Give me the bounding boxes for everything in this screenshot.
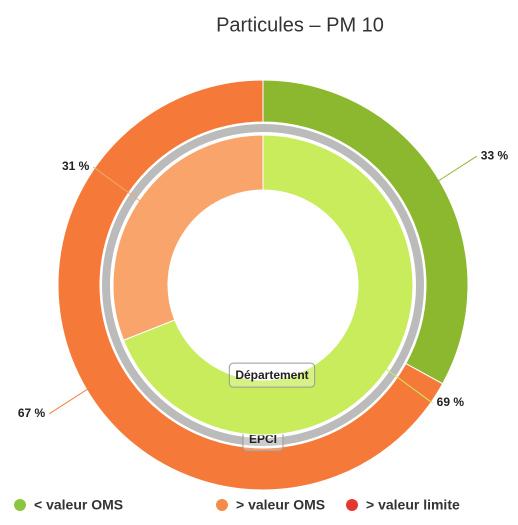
legend-label: > valeur limite xyxy=(366,497,460,513)
legend-label: > valeur OMS xyxy=(236,497,325,513)
legend-label: < valeur OMS xyxy=(34,497,123,513)
ring-separator xyxy=(102,124,424,446)
ring-label: EPCI xyxy=(249,432,277,446)
chart-title: Particules – PM 10 xyxy=(216,14,384,36)
legend-marker xyxy=(216,499,228,511)
ring-label: Département xyxy=(235,368,308,382)
data-label: 69 % xyxy=(437,395,465,409)
donut-slice xyxy=(57,79,444,491)
legend-marker xyxy=(346,499,358,511)
donut-slice xyxy=(122,134,414,436)
ring-label-box xyxy=(228,362,316,388)
legend-marker xyxy=(14,499,26,511)
leader-line xyxy=(378,363,433,404)
data-label: 31 % xyxy=(62,159,90,173)
data-label: 33 % xyxy=(481,148,509,162)
leader-line xyxy=(48,383,96,415)
leader-line xyxy=(430,155,478,187)
donut-slice xyxy=(112,134,264,341)
data-label: 67 % xyxy=(18,406,46,420)
leader-line xyxy=(93,166,148,207)
